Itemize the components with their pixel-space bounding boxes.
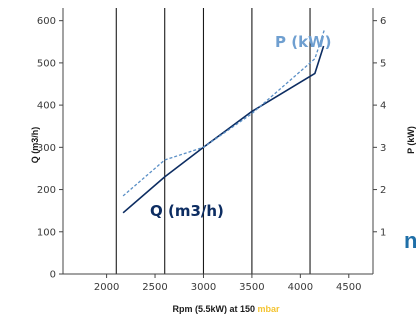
x-tick-label-0: 2000 bbox=[94, 282, 119, 293]
y-tick-label-5: 500 bbox=[37, 58, 56, 69]
y2-tick-label-4: 5 bbox=[380, 58, 386, 69]
series-label-p: P (kW) bbox=[275, 33, 331, 51]
x-tick-label-5: 4500 bbox=[336, 282, 361, 293]
y2-tick-label-1: 2 bbox=[380, 185, 386, 196]
x-axis-title-unit: mbar bbox=[258, 304, 281, 314]
chart-series bbox=[122, 28, 326, 214]
vertical-gridlines bbox=[115, 8, 311, 274]
series-label-q: Q (m3/h) bbox=[150, 202, 224, 220]
chart-labels: 0 100 200 300 400 500 600 1 2 3 4 5 6 2000 2500 3000 350… bbox=[37, 16, 386, 293]
y-tick-label-1: 100 bbox=[37, 227, 56, 238]
chart-axes bbox=[59, 8, 377, 278]
series-line-p bbox=[122, 28, 326, 197]
x-tick-label-2: 3000 bbox=[191, 282, 216, 293]
y2-tick-label-0: 1 bbox=[380, 227, 386, 238]
x-tick-label-1: 2500 bbox=[142, 282, 167, 293]
x-axis-title: Rpm (5.5kW) at 150 mbar bbox=[172, 304, 280, 314]
series-line-q bbox=[122, 45, 325, 214]
y-tick-label-0: 0 bbox=[50, 270, 56, 281]
y2-tick-label-2: 3 bbox=[380, 143, 386, 154]
y-tick-label-4: 400 bbox=[37, 101, 56, 112]
y-tick-label-2: 200 bbox=[37, 185, 56, 196]
cropped-edge-letter: n bbox=[404, 228, 416, 253]
y-tick-label-3: 300 bbox=[37, 143, 56, 154]
y2-axis-title: P (kW) bbox=[406, 126, 416, 154]
y2-tick-label-3: 4 bbox=[380, 101, 386, 112]
x-tick-label-4: 4000 bbox=[288, 282, 313, 293]
y2-tick-label-5: 6 bbox=[380, 16, 386, 27]
y-axis-title: Q (m3/h) bbox=[30, 127, 40, 164]
x-axis-title-main: Rpm (5.5kW) at 150 bbox=[172, 304, 255, 314]
x-tick-label-3: 3500 bbox=[239, 282, 264, 293]
y-tick-label-6: 600 bbox=[37, 16, 56, 27]
